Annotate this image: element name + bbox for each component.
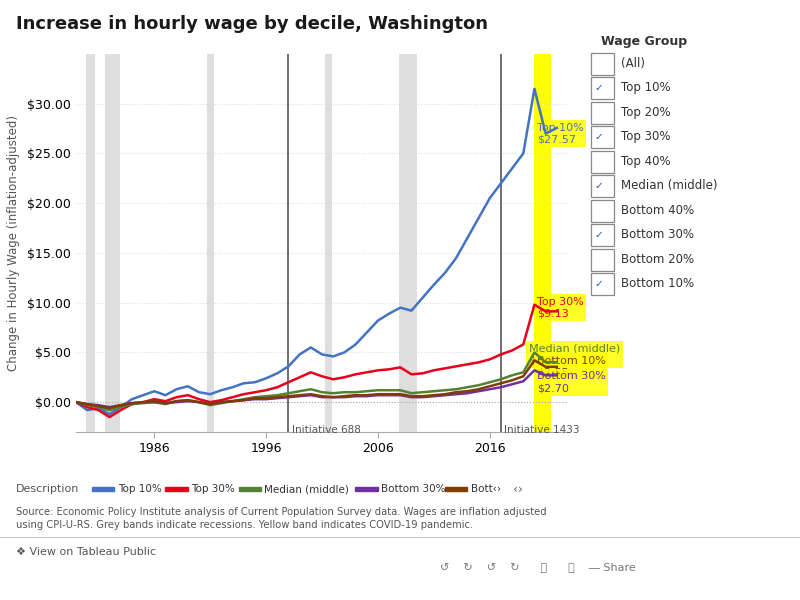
Text: Bottom 20%: Bottom 20% (622, 253, 694, 266)
Text: Median (middle)
$4.01: Median (middle) $4.01 (529, 344, 620, 365)
FancyBboxPatch shape (591, 77, 614, 99)
Text: Top 10%
$27.57: Top 10% $27.57 (537, 123, 583, 145)
Bar (86, 54, 95, 432)
FancyBboxPatch shape (591, 200, 614, 221)
Text: ‹›: ‹› (513, 482, 523, 496)
Bar (399, 54, 417, 432)
Text: Bottom 30%
$2.70: Bottom 30% $2.70 (537, 371, 606, 393)
Text: ❖ View on Tableau Public: ❖ View on Tableau Public (16, 547, 156, 557)
Text: Bottom 10%
$3.55: Bottom 10% $3.55 (537, 356, 606, 377)
FancyBboxPatch shape (591, 126, 614, 148)
FancyBboxPatch shape (591, 273, 614, 295)
Text: Initiative 688: Initiative 688 (292, 425, 361, 435)
Text: ↺    ↻    ↺    ↻      ⭳      ⭱    ― Share: ↺ ↻ ↺ ↻ ⭳ ⭱ ― Share (440, 562, 636, 572)
Y-axis label: Change in Hourly Wage (inflation-adjusted): Change in Hourly Wage (inflation-adjuste… (7, 115, 20, 371)
Text: Top 30%
$9.13: Top 30% $9.13 (537, 297, 583, 319)
Text: Top 20%: Top 20% (622, 106, 671, 119)
FancyBboxPatch shape (591, 53, 614, 74)
Text: Bottom 30%: Bottom 30% (622, 229, 694, 241)
Bar (534, 54, 551, 432)
Text: Bott‹›: Bott‹› (470, 484, 501, 494)
Text: Top 40%: Top 40% (622, 155, 671, 168)
Text: Source: Economic Policy Institute analysis of Current Population Survey data. Wa: Source: Economic Policy Institute analys… (16, 507, 546, 530)
Text: ✓: ✓ (594, 132, 603, 142)
FancyBboxPatch shape (591, 102, 614, 124)
Text: Initiative 1433: Initiative 1433 (504, 425, 580, 435)
Text: Top 30%: Top 30% (622, 130, 671, 143)
Text: Wage Group: Wage Group (601, 35, 686, 48)
Bar (105, 54, 120, 432)
Bar (326, 54, 332, 432)
Text: Median (middle): Median (middle) (264, 484, 349, 494)
Text: (All): (All) (622, 57, 646, 70)
Text: Description: Description (16, 484, 79, 494)
Text: ✓: ✓ (594, 83, 603, 93)
FancyBboxPatch shape (591, 224, 614, 246)
FancyBboxPatch shape (591, 151, 614, 173)
Text: ✓: ✓ (594, 181, 603, 191)
Text: Bottom 10%: Bottom 10% (622, 277, 694, 290)
Text: Top 10%: Top 10% (622, 81, 671, 94)
FancyBboxPatch shape (591, 249, 614, 271)
Text: Increase in hourly wage by decile, Washington: Increase in hourly wage by decile, Washi… (16, 15, 488, 33)
Text: Bottom 30%: Bottom 30% (381, 484, 446, 494)
FancyBboxPatch shape (591, 175, 614, 197)
Text: Top 30%: Top 30% (191, 484, 234, 494)
Text: Bottom 40%: Bottom 40% (622, 204, 694, 217)
Bar (207, 54, 214, 432)
Text: ✓: ✓ (594, 230, 603, 240)
Text: Median (middle): Median (middle) (622, 179, 718, 193)
Text: ✓: ✓ (594, 279, 603, 289)
Text: Top 10%: Top 10% (118, 484, 162, 494)
